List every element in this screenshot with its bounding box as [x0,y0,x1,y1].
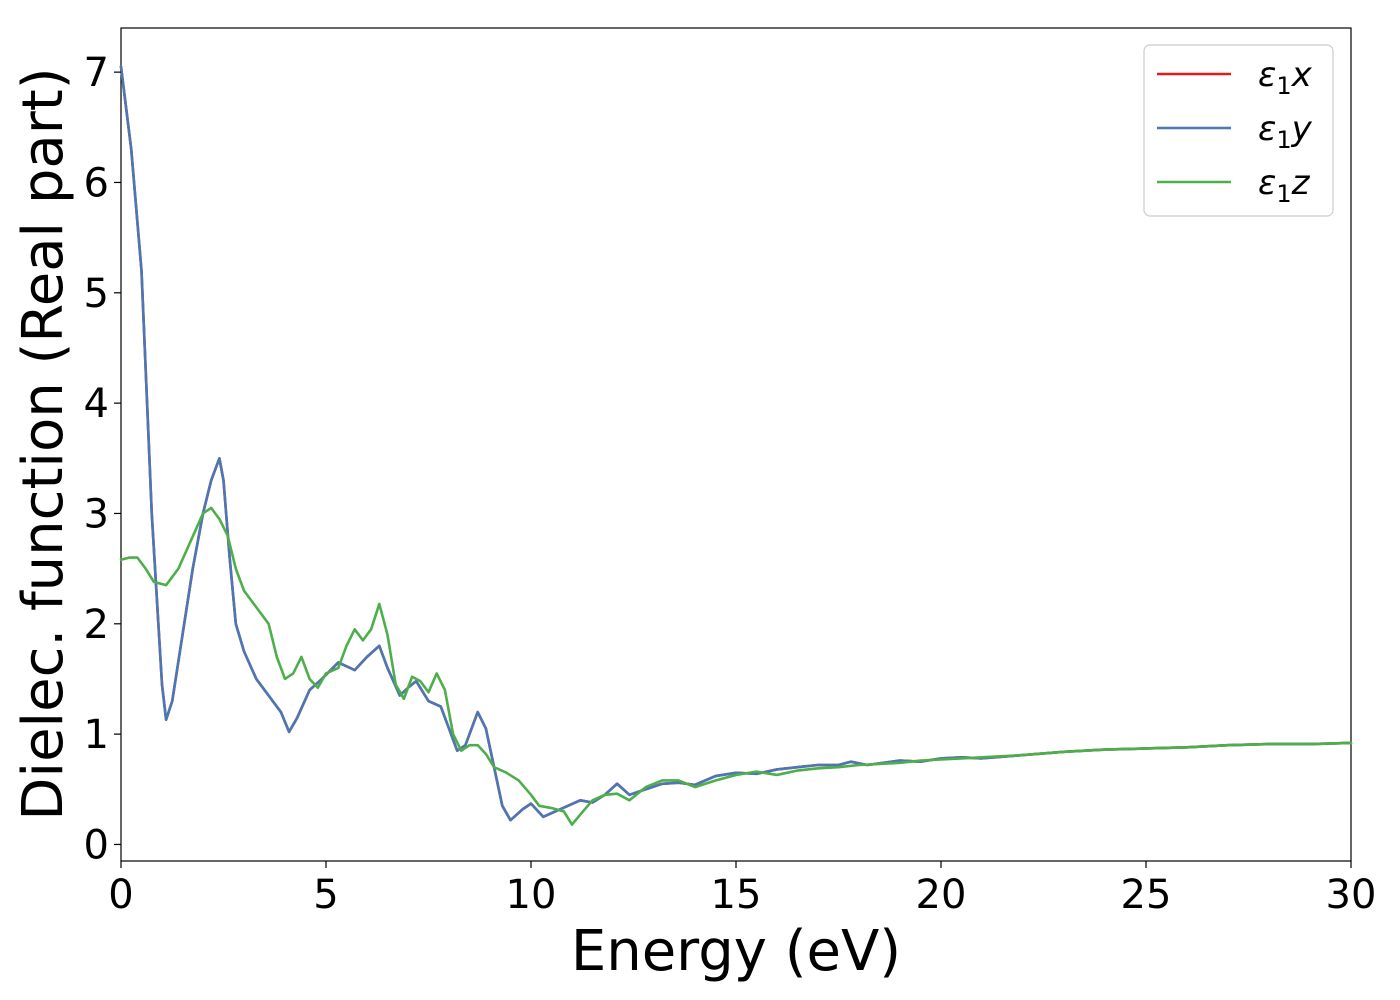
series-layer [119,65,1353,826]
x-tick-label: 0 [108,872,133,918]
y-tick-label: 1 [84,712,109,758]
series-line-y [119,65,1353,822]
x-tick-label: 25 [1121,872,1172,918]
y-axis-title: Dielec. function (Real part) [11,67,76,820]
legend: ε1x ε1y ε1z [1143,44,1334,217]
y-tick-label: 3 [84,491,109,537]
legend-box [1143,44,1334,217]
series-line-z [119,506,1353,826]
ticks-layer: 0 5 10 15 20 25 30 0 1 2 3 4 5 6 7 [84,50,1377,918]
x-tick-label: 15 [711,872,762,918]
x-tick-label: 5 [313,872,338,918]
legend-label-x: ε1x [1258,55,1313,100]
x-tick-label: 20 [916,872,967,918]
y-tick-label: 2 [84,602,109,648]
y-tick-label: 7 [84,50,109,96]
legend-label-y: ε1y [1258,109,1313,154]
y-tick-label: 6 [84,160,109,206]
y-tick-label: 4 [84,381,109,427]
y-tick-label: 0 [84,822,109,868]
y-tick-label: 5 [84,271,109,317]
x-tick-label: 30 [1326,872,1377,918]
legend-label-z: ε1z [1258,163,1311,208]
legend-entries: ε1x ε1y ε1z [1157,55,1313,208]
x-axis-title: Energy (eV) [571,919,901,984]
x-tick-label: 10 [506,872,557,918]
